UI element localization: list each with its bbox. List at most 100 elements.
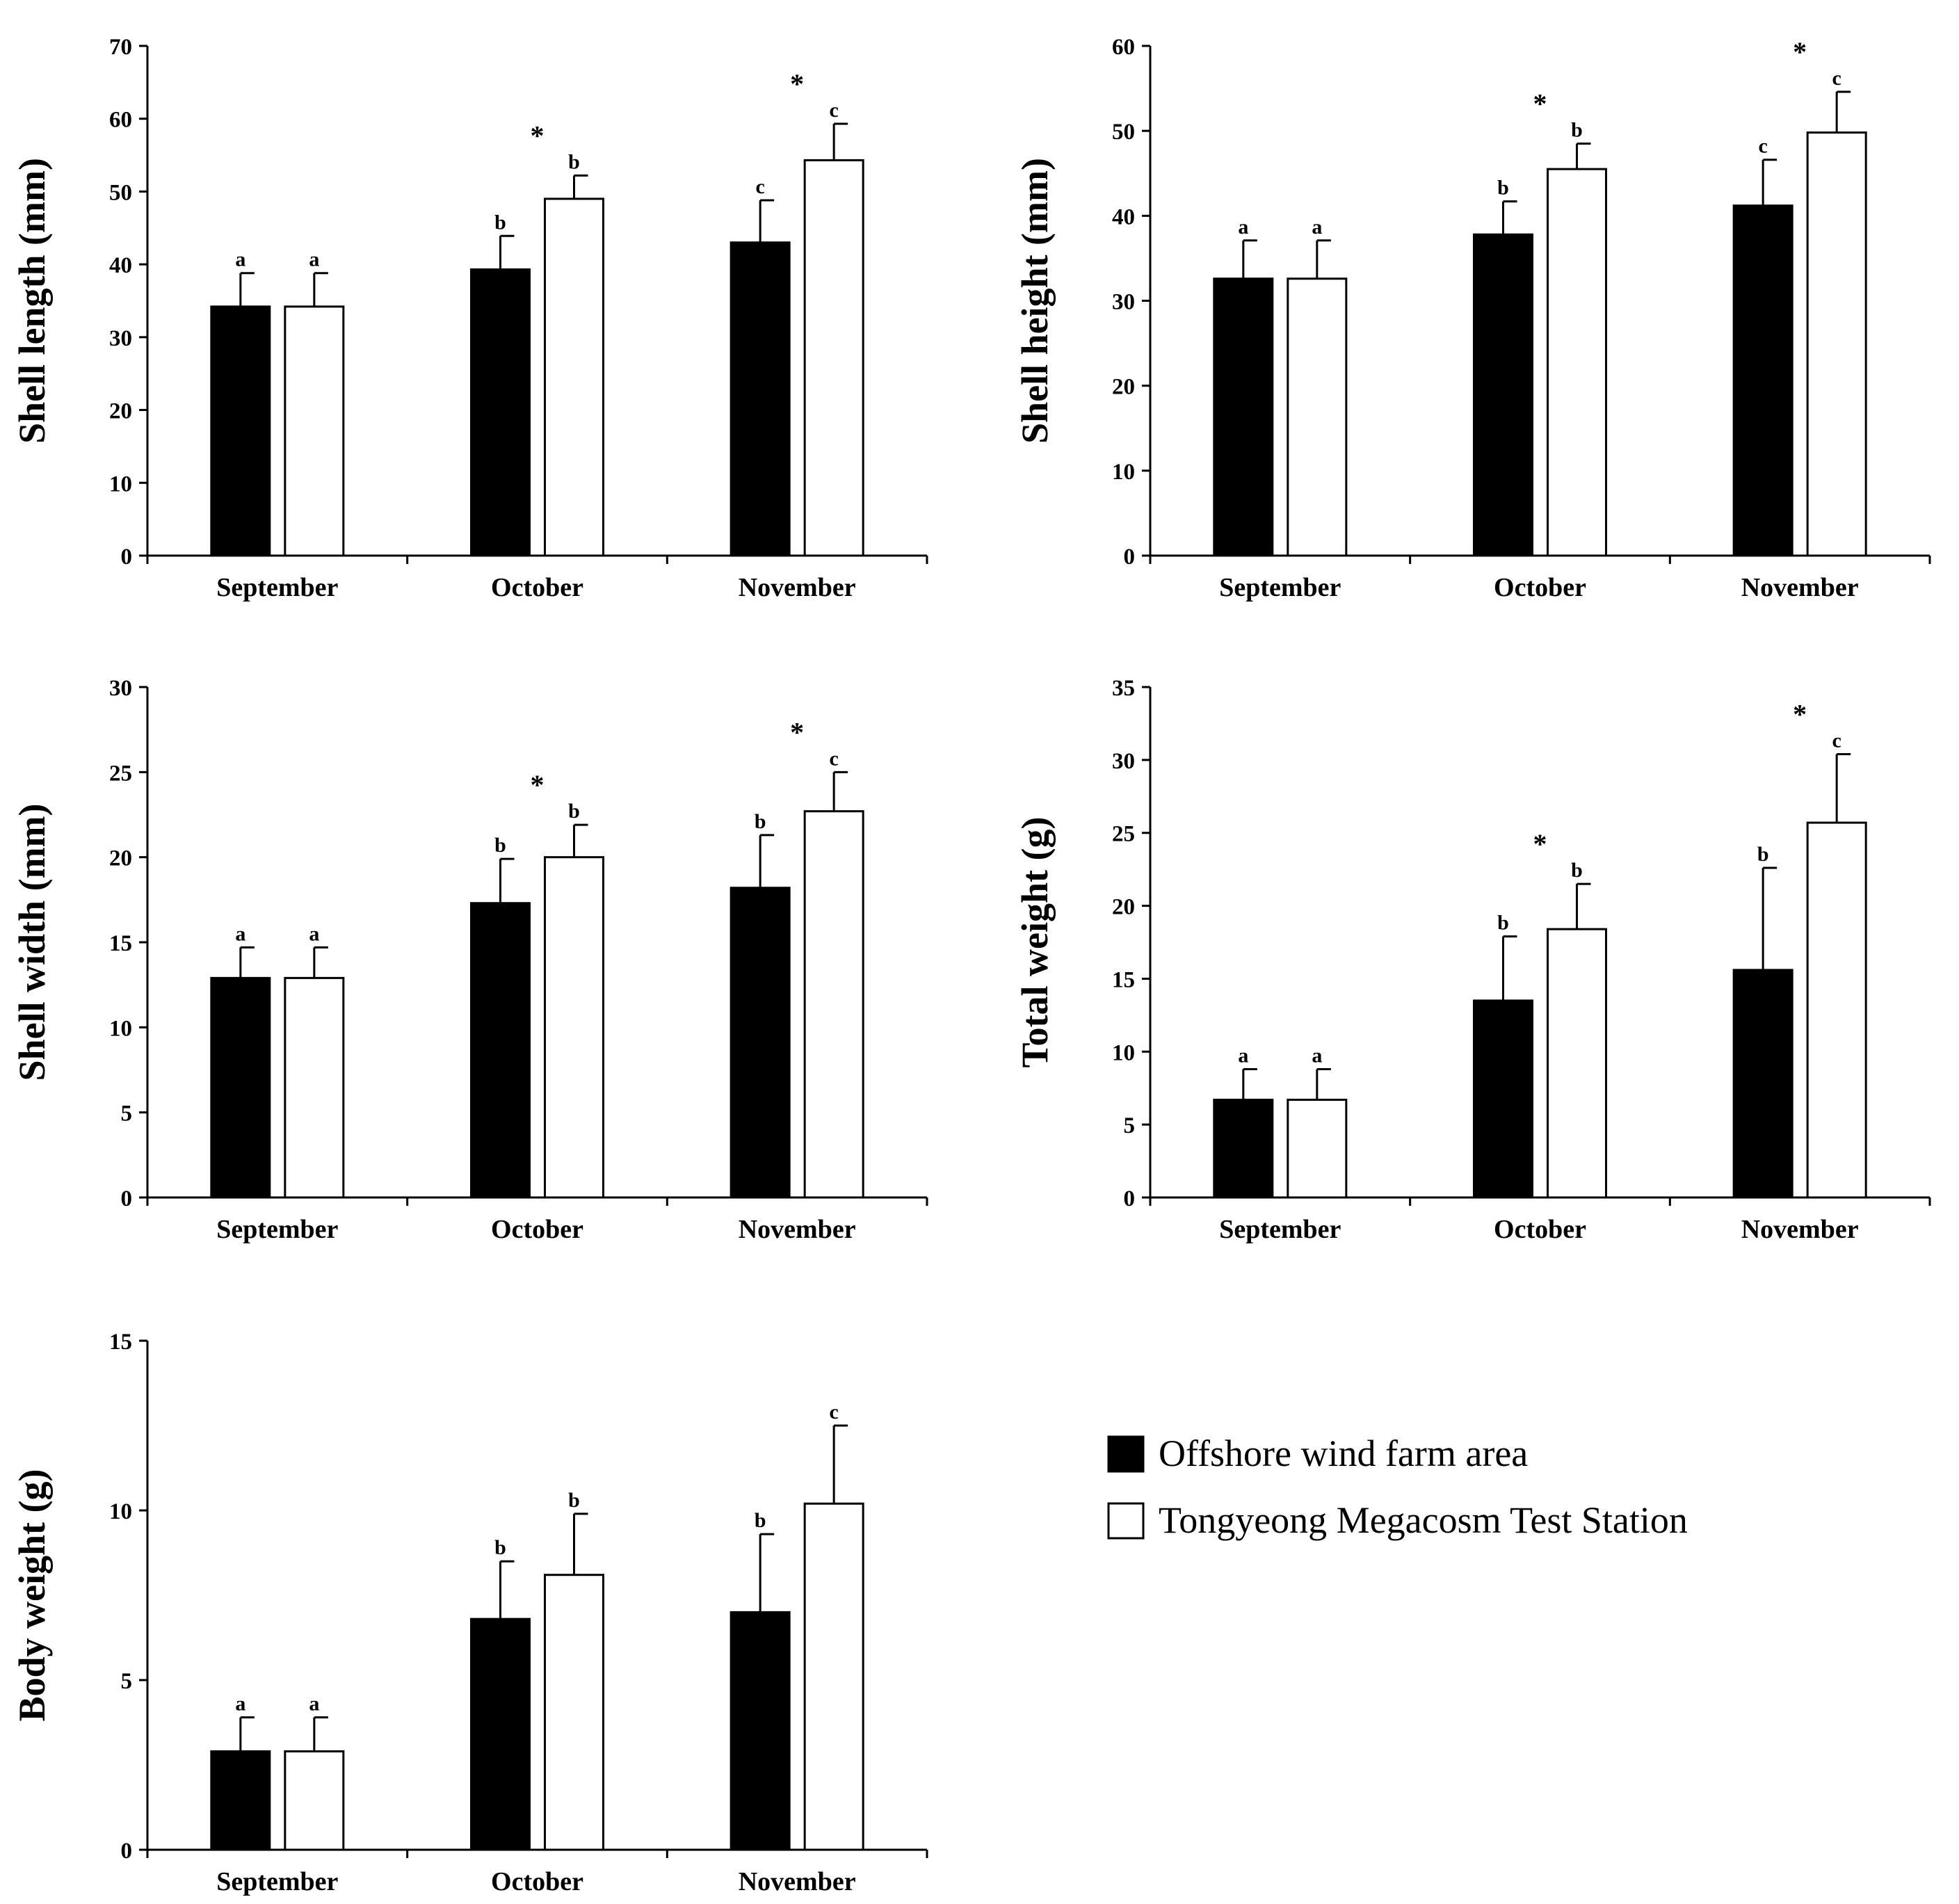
- significance-letter: b: [1497, 177, 1509, 200]
- y-axis-title: Shell width (mm): [11, 803, 53, 1081]
- y-tick-label: 20: [1112, 895, 1135, 920]
- significance-letter: b: [494, 834, 506, 857]
- significance-letter: a: [235, 248, 245, 271]
- legend-label: Tongyeong Megacosm Test Station: [1159, 1499, 1688, 1541]
- significance-letter: a: [309, 922, 319, 945]
- bar: [1547, 928, 1607, 1199]
- significance-letter: b: [1571, 859, 1583, 882]
- y-tick-label: 0: [121, 544, 133, 570]
- y-tick-label: 25: [1112, 822, 1135, 847]
- y-tick-label: 20: [109, 399, 132, 424]
- bar: [210, 976, 271, 1199]
- bar: [210, 305, 271, 557]
- bar: [470, 268, 531, 557]
- significance-star: *: [790, 68, 804, 99]
- significance-letter: c: [1759, 135, 1768, 158]
- x-category-label: November: [1741, 1215, 1859, 1244]
- y-tick-label: 10: [1112, 460, 1135, 485]
- bar: [729, 1611, 791, 1851]
- significance-letter: c: [756, 175, 765, 198]
- x-category-label: October: [491, 1215, 583, 1244]
- significance-letter: a: [235, 1693, 245, 1716]
- bar: [1732, 969, 1793, 1199]
- y-tick-label: 40: [109, 253, 132, 278]
- y-tick-label: 15: [1112, 967, 1135, 992]
- significance-letter: b: [1757, 843, 1769, 866]
- y-axis-title: Body weight (g): [11, 1469, 53, 1722]
- significance-letter: c: [1832, 729, 1841, 752]
- significance-star: *: [790, 716, 804, 748]
- y-tick-label: 40: [1112, 204, 1135, 229]
- chart-panel-5: 0 5 10 15 Body weight (g) September a a October b…: [11, 1330, 928, 1896]
- bar: [729, 887, 791, 1199]
- bar: [1213, 277, 1274, 557]
- bar: [803, 159, 864, 557]
- x-category-label: September: [216, 573, 338, 602]
- significance-letter: b: [1571, 118, 1583, 141]
- significance-star: *: [531, 120, 545, 151]
- x-category-label: November: [1741, 573, 1859, 602]
- significance-letter: a: [309, 1693, 319, 1716]
- bar: [210, 1750, 271, 1851]
- y-axis-title: Shell length (mm): [11, 158, 53, 444]
- y-tick-label: 30: [1112, 749, 1135, 774]
- y-tick-label: 5: [1124, 1113, 1136, 1138]
- significance-star: *: [1533, 88, 1547, 119]
- x-category-label: November: [739, 1867, 856, 1896]
- significance-letter: b: [568, 150, 580, 173]
- y-tick-label: 50: [109, 180, 132, 205]
- y-tick-label: 70: [109, 35, 132, 60]
- y-tick-label: 10: [109, 1499, 132, 1524]
- bar: [1473, 233, 1533, 557]
- bar: [1213, 1098, 1274, 1199]
- x-category-label: September: [1219, 1215, 1341, 1244]
- bar: [544, 1574, 604, 1851]
- significance-letter: c: [830, 99, 839, 122]
- y-tick-label: 5: [121, 1102, 133, 1127]
- significance-letter: b: [1497, 912, 1509, 935]
- bar: [470, 1617, 531, 1851]
- bar: [1287, 277, 1348, 557]
- y-tick-label: 25: [109, 761, 132, 786]
- significance-letter: a: [309, 248, 319, 271]
- significance-letter: a: [1312, 216, 1322, 239]
- chart-panel-3: 0 5 10 15 20 25 30 Shell width (mm) September a a O…: [11, 676, 928, 1244]
- bar: [803, 810, 864, 1199]
- y-tick-label: 15: [109, 1330, 132, 1355]
- y-tick-label: 20: [109, 846, 132, 871]
- x-category-label: November: [739, 573, 856, 602]
- bar: [1547, 168, 1607, 557]
- chart-panel-4: 0 5 10 15 20 25 30 35 Total weight (g) September a…: [1014, 676, 1931, 1244]
- bar: [284, 976, 345, 1199]
- y-tick-label: 0: [1124, 1186, 1136, 1211]
- bar: [729, 241, 791, 557]
- chart-panel-2: 0 10 20 30 40 50 60 Shell height (mm) September a…: [1014, 35, 1931, 602]
- y-tick-label: 10: [109, 471, 132, 497]
- y-tick-label: 0: [1124, 544, 1136, 570]
- y-axis-title: Shell height (mm): [1014, 158, 1056, 444]
- x-category-label: November: [739, 1215, 856, 1244]
- bar: [470, 902, 531, 1199]
- y-tick-label: 5: [121, 1669, 133, 1694]
- y-tick-label: 35: [1112, 676, 1135, 701]
- significance-letter: b: [494, 1536, 506, 1559]
- bar: [803, 1502, 864, 1851]
- bar: [1806, 821, 1867, 1199]
- significance-letter: a: [1238, 216, 1248, 239]
- y-tick-label: 30: [109, 326, 132, 351]
- significance-letter: b: [568, 1489, 580, 1512]
- y-tick-label: 10: [1112, 1040, 1135, 1065]
- x-category-label: September: [216, 1867, 338, 1896]
- significance-star: *: [1793, 698, 1807, 729]
- significance-star: *: [1533, 828, 1547, 860]
- y-axis-title: Total weight (g): [1014, 817, 1056, 1068]
- x-category-label: September: [1219, 573, 1341, 602]
- bar: [1287, 1098, 1348, 1199]
- y-tick-label: 0: [121, 1186, 133, 1211]
- y-tick-label: 30: [1112, 290, 1135, 315]
- chart-panel-1: 0 10 20 30 40 50 60 70 Shell length (mm) Septembe…: [11, 35, 928, 602]
- significance-letter: c: [830, 747, 839, 770]
- significance-letter: c: [830, 1401, 839, 1423]
- significance-letter: b: [755, 810, 766, 833]
- x-category-label: October: [1494, 1215, 1586, 1244]
